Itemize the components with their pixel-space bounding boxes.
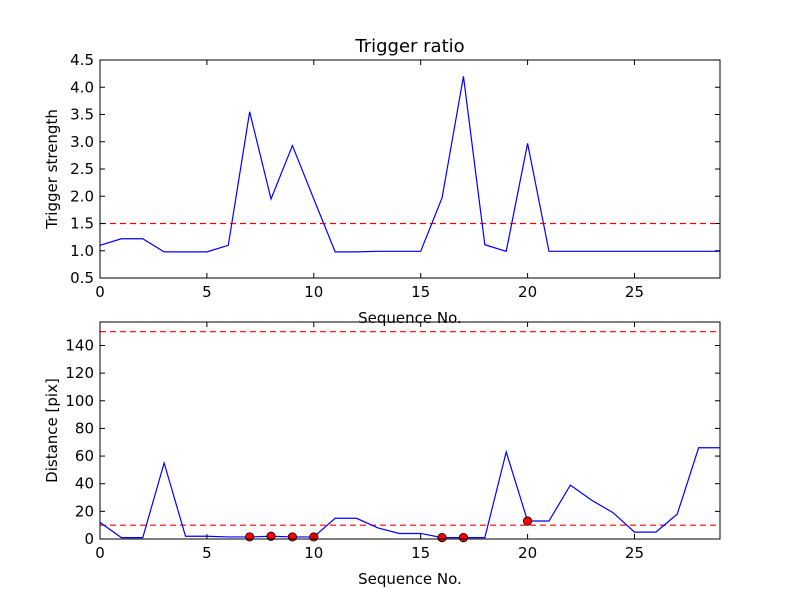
data-point-marker: [437, 533, 447, 543]
y-tick-label: 120: [65, 364, 94, 382]
y-tick-label: 2.5: [70, 160, 94, 178]
x-axis-label: Sequence No.: [358, 309, 462, 327]
series-line: [99, 76, 720, 253]
plot-frame: [99, 321, 721, 540]
y-tick-label: 20: [75, 502, 94, 520]
y-tick-label: 4.0: [70, 78, 94, 96]
x-tick-label: 10: [304, 283, 323, 301]
data-point-marker: [287, 532, 298, 542]
x-tick-label: 10: [304, 544, 323, 562]
y-tick-label: 0: [84, 530, 94, 548]
y-axis-label: Distance [pix]: [43, 378, 61, 483]
x-tick-label: 15: [411, 544, 430, 562]
y-tick-label: 40: [75, 475, 94, 493]
data-point-marker: [458, 533, 469, 543]
x-tick-label: 25: [625, 544, 644, 562]
x-tick-label: 5: [202, 544, 212, 562]
data-point-marker: [245, 532, 255, 542]
data-point-marker: [522, 516, 533, 526]
y-tick-label: 4.5: [70, 51, 94, 69]
y-tick-label: 1.0: [70, 242, 94, 260]
plot-frame: [99, 59, 721, 279]
y-tick-label: 3.0: [70, 133, 94, 151]
x-tick-label: 25: [625, 283, 644, 301]
data-point-marker: [266, 531, 276, 541]
x-tick-label: 0: [95, 544, 105, 562]
y-tick-label: 3.5: [70, 106, 94, 124]
y-tick-label: 0.5: [70, 269, 94, 287]
x-tick-label: 5: [202, 283, 212, 301]
x-tick-label: 20: [518, 283, 537, 301]
distance-panel: 0 5 10 15 20 25 0 20 40 60 80 100 120 140 Sequence No.…: [43, 321, 721, 588]
y-tick-label: 100: [65, 392, 94, 410]
y-tick-label: 80: [75, 419, 94, 437]
x-tick-label: 15: [411, 283, 430, 301]
y-tick-label: 1.5: [70, 215, 94, 233]
series-line: [99, 447, 720, 539]
y-tick-label: 60: [75, 447, 94, 465]
x-axis-label: Sequence No.: [358, 570, 462, 588]
x-tick-label: 0: [95, 283, 105, 301]
chart-title: Trigger ratio: [354, 36, 464, 57]
y-tick-label: 140: [65, 336, 94, 354]
x-tick-label: 20: [518, 544, 537, 562]
y-axis-label: Trigger strength: [43, 109, 61, 230]
y-tick-label: 2.0: [70, 187, 94, 205]
trigger-ratio-panel: 0 5 10 15 20 25 0.5 1.0 1.5 2.0 2.5 3.0 3.5 4.0 4.5 Tri…: [43, 36, 721, 327]
